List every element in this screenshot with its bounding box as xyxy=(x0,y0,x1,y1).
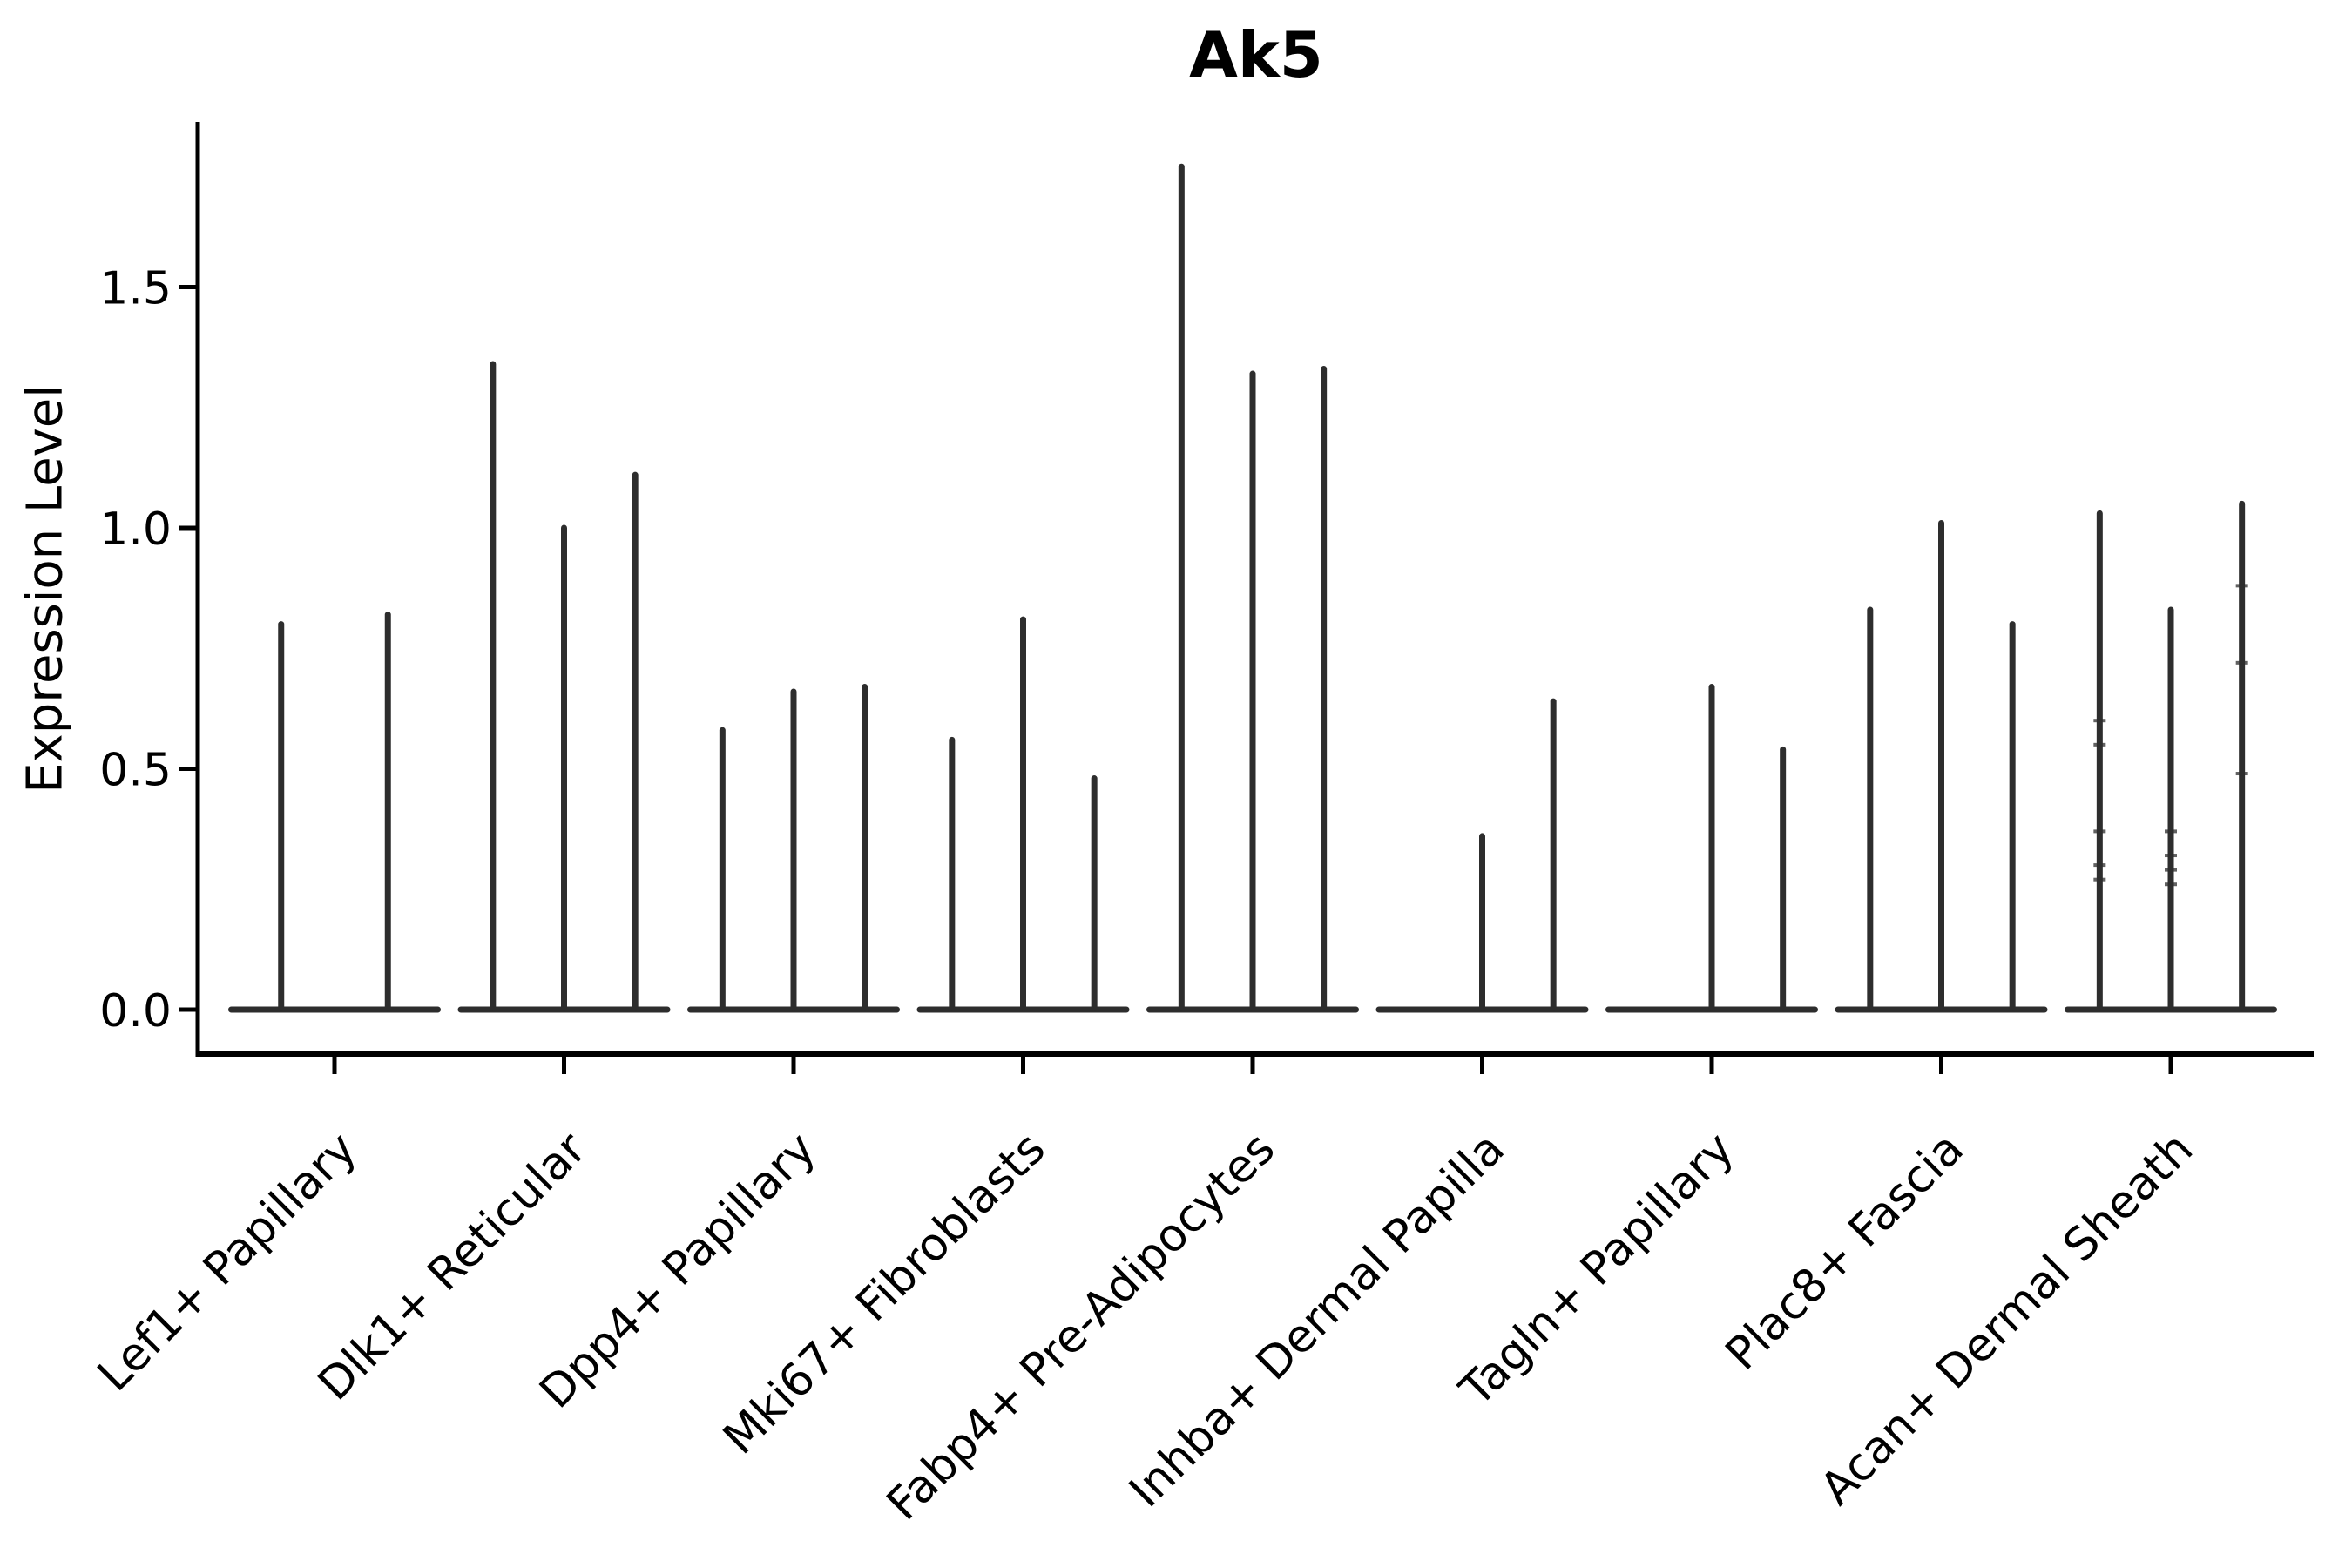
y-axis-tick-label: 0.5 xyxy=(99,745,172,797)
y-axis-tick-label: 1.0 xyxy=(99,504,172,556)
x-axis-tick-label: Plac8+ Fascia xyxy=(1716,1123,1974,1381)
x-axis-tick-label: Inhba+ Dermal Papilla xyxy=(1119,1123,1514,1517)
x-axis-tick-label: Acan+ Dermal Sheath xyxy=(1811,1123,2204,1516)
y-axis-tick-label: 1.5 xyxy=(99,263,172,315)
x-axis-tick-label: Fabp4+ Pre-Adipocytes xyxy=(877,1123,1285,1531)
chart-title: Ak5 xyxy=(1189,18,1323,91)
y-axis-tick-label: 0.0 xyxy=(99,985,172,1037)
